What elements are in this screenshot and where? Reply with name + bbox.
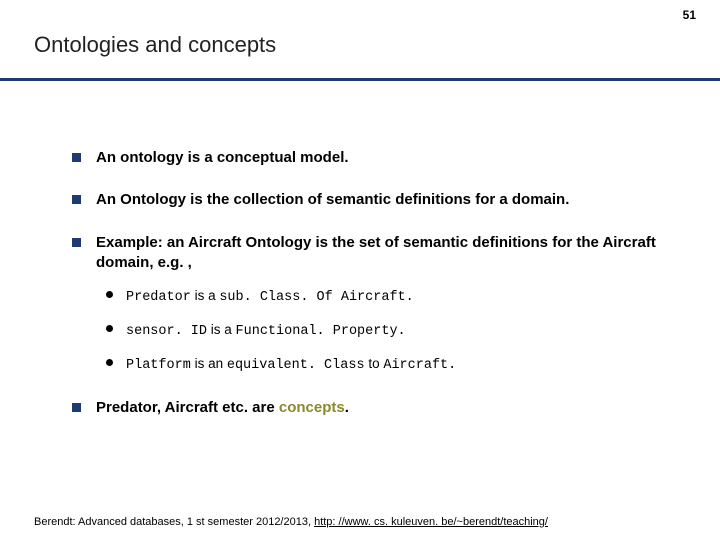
- code-text: Predator: [126, 290, 191, 305]
- bullet-item: An Ontology is the collection of semanti…: [72, 190, 670, 210]
- code-text: sub. Class. Of Aircraft.: [219, 290, 413, 305]
- bullet-item: An ontology is a conceptual model.: [72, 148, 670, 168]
- sub-bullet-item: sensor. ID is a Functional. Property.: [106, 321, 670, 341]
- plain-text: to: [365, 356, 384, 371]
- footer-link[interactable]: http: //www. cs. kuleuven. be/~berendt/t…: [314, 516, 548, 528]
- bullet-text: Example: an Aircraft Ontology is the set…: [96, 234, 656, 271]
- content-area: An ontology is a conceptual model. An On…: [72, 148, 670, 440]
- bullet-item: Example: an Aircraft Ontology is the set…: [72, 233, 670, 376]
- sub-bullet-item: Platform is an equivalent. Class to Airc…: [106, 355, 670, 375]
- bullet-item: Predator, Aircraft etc. are concepts.: [72, 398, 670, 418]
- plain-text: is a: [191, 288, 220, 303]
- bullet-list: An ontology is a conceptual model. An On…: [72, 148, 670, 418]
- slide: 51 Ontologies and concepts An ontology i…: [0, 0, 720, 540]
- title-divider: [0, 78, 720, 81]
- sub-bullet-item: Predator is a sub. Class. Of Aircraft.: [106, 287, 670, 307]
- bullet-text: .: [345, 399, 349, 416]
- footer-text: Berendt: Advanced databases, 1 st semest…: [34, 516, 314, 528]
- code-text: sensor. ID: [126, 324, 207, 339]
- page-number: 51: [683, 8, 696, 22]
- slide-title: Ontologies and concepts: [34, 32, 686, 58]
- highlight-text: concepts: [279, 399, 345, 416]
- code-text: Functional. Property.: [236, 324, 406, 339]
- bullet-text: Predator, Aircraft etc. are: [96, 399, 279, 416]
- code-text: Platform: [126, 358, 191, 373]
- plain-text: is a: [207, 322, 236, 337]
- plain-text: is an: [191, 356, 227, 371]
- code-text: equivalent. Class: [227, 358, 365, 373]
- footer: Berendt: Advanced databases, 1 st semest…: [34, 516, 686, 528]
- code-text: Aircraft.: [383, 358, 456, 373]
- sub-bullet-list: Predator is a sub. Class. Of Aircraft. s…: [106, 287, 670, 376]
